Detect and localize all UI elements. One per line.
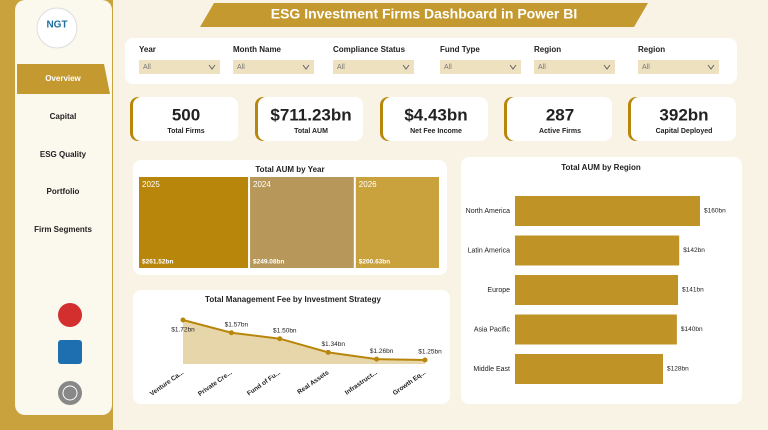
dropdown-chevron xyxy=(603,64,611,70)
value-label: $140bn xyxy=(681,326,703,333)
nav-item[interactable]: Firm Segments xyxy=(34,225,92,234)
dropdown[interactable] xyxy=(440,60,521,74)
dropdown-value: All xyxy=(337,64,345,71)
value-label: $1.72bn xyxy=(171,327,195,334)
treemap-tile xyxy=(355,177,439,268)
logo xyxy=(36,7,78,49)
y-tick-label: North America xyxy=(466,208,510,215)
y-tick-label: Middle East xyxy=(473,366,510,373)
filter-label: Region xyxy=(638,45,665,54)
tile-label: 2026 xyxy=(359,180,377,189)
treemap-tile xyxy=(139,177,249,268)
dropdown-chevron xyxy=(208,64,216,70)
bar xyxy=(515,235,680,266)
dropdown-chevron xyxy=(402,64,410,70)
nav-item[interactable]: ESG Quality xyxy=(40,150,87,159)
dropdown-value: All xyxy=(642,64,650,71)
filter-label: Fund Type xyxy=(440,45,480,54)
kpi-card xyxy=(258,97,363,141)
value-label: $142bn xyxy=(683,247,705,254)
dropdown-chevron xyxy=(707,64,715,70)
bar xyxy=(515,275,679,305)
filter-label: Month Name xyxy=(233,45,282,54)
kpi-card xyxy=(133,97,238,141)
bar xyxy=(515,196,700,226)
value-label: $1.26bn xyxy=(370,348,394,355)
point xyxy=(277,336,283,342)
dropdown-chevron xyxy=(509,64,517,70)
value-label: $128bn xyxy=(667,366,689,373)
kpi-value: 392bn xyxy=(659,105,708,124)
kpi-label: Capital Deployed xyxy=(656,128,713,135)
logo-text: NGT xyxy=(46,20,67,31)
y-tick-label: Asia Pacific xyxy=(474,326,511,333)
bar xyxy=(515,314,677,345)
dropdown[interactable] xyxy=(534,60,615,74)
kpi-label: Total Firms xyxy=(167,128,204,135)
nav-item[interactable]: Overview xyxy=(45,74,81,83)
kpi-value: $4.43bn xyxy=(404,105,467,124)
kpi-value: 287 xyxy=(546,105,574,124)
value-label: $1.57bn xyxy=(225,321,249,328)
y-tick-label: Latin America xyxy=(468,247,511,254)
filter-label: Year xyxy=(139,45,156,54)
title-banner xyxy=(200,3,648,27)
line xyxy=(182,319,426,361)
kpi-value: $711.23bn xyxy=(270,105,351,124)
dropdown-value: All xyxy=(143,64,151,71)
dropdown-value: All xyxy=(538,64,546,71)
dropdown-value: All xyxy=(237,64,245,71)
tile-label: 2025 xyxy=(142,180,160,189)
value-label: $249.08bn xyxy=(253,259,284,266)
linkedin-icon[interactable] xyxy=(58,340,82,364)
point xyxy=(374,356,380,362)
dropdown-value: All xyxy=(444,64,452,71)
value-label: $1.34bn xyxy=(321,341,345,348)
chart-title: Total AUM by Year xyxy=(255,165,324,174)
kpi-card xyxy=(383,97,488,141)
value-label: $261.52bn xyxy=(142,259,173,266)
area xyxy=(183,320,425,364)
nav-item[interactable]: Capital xyxy=(50,112,77,121)
value-label: $1.25bn xyxy=(418,349,442,356)
kpi-label: Active Firms xyxy=(539,128,581,135)
dropdown[interactable] xyxy=(333,60,414,74)
dropdown[interactable] xyxy=(233,60,314,74)
chart-title: Total AUM by Region xyxy=(561,163,641,172)
nav-item[interactable]: Portfolio xyxy=(47,187,80,196)
tile-label: 2024 xyxy=(253,180,271,189)
kpi-card xyxy=(631,97,736,141)
point xyxy=(180,317,186,323)
kpi-value: 500 xyxy=(172,105,200,124)
point xyxy=(325,349,331,355)
value-label: $200.63bn xyxy=(359,259,390,266)
filter-label: Region xyxy=(534,45,561,54)
treemap-tile xyxy=(250,177,354,268)
youtube-icon[interactable] xyxy=(58,303,82,327)
dropdown-chevron xyxy=(302,64,310,70)
value-label: $1.50bn xyxy=(273,327,297,334)
value-label: $160bn xyxy=(704,208,726,215)
value-label: $141bn xyxy=(682,287,704,294)
kpi-label: Net Fee Income xyxy=(410,128,462,135)
kpi-card xyxy=(507,97,612,141)
y-tick-label: Europe xyxy=(487,287,510,294)
bar xyxy=(515,354,663,384)
dropdown[interactable] xyxy=(139,60,220,74)
filter-label: Compliance Status xyxy=(333,45,406,54)
dropdown[interactable] xyxy=(638,60,719,74)
point xyxy=(422,357,428,363)
kpi-label: Total AUM xyxy=(294,128,328,135)
chart-title: Total Management Fee by Investment Strat… xyxy=(205,295,381,304)
page-title: ESG Investment Firms Dashboard in Power … xyxy=(271,6,578,22)
nav-selected xyxy=(17,64,110,94)
point xyxy=(228,330,234,336)
web-icon[interactable] xyxy=(58,381,82,405)
web-icon-glyph xyxy=(62,385,78,401)
sidebar xyxy=(15,0,112,415)
